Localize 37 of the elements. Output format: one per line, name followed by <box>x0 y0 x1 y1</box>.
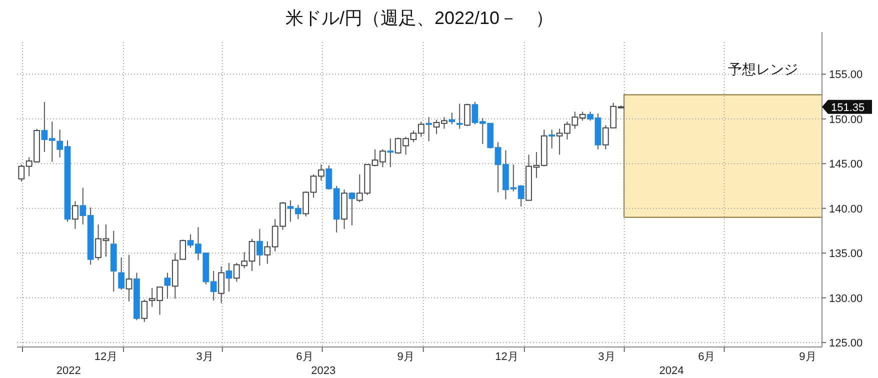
y-tick-label: 130.00 <box>829 292 863 305</box>
candlestick <box>548 129 556 149</box>
candlestick <box>72 200 78 230</box>
y-tick-label: 150.00 <box>829 114 863 126</box>
band: 予想レンジ <box>624 61 822 218</box>
x-tick-label: 3月 <box>196 351 214 363</box>
candlestick <box>141 299 148 322</box>
x2-tick-label: 2022 <box>56 365 81 377</box>
y-tick-label: 125.00 <box>829 338 863 350</box>
x-tick-label: 3月 <box>598 351 616 363</box>
candlestick <box>426 116 432 142</box>
y-tick-label: 145.00 <box>829 158 863 171</box>
y-tick-label: 155.00 <box>829 69 863 82</box>
candlestick <box>348 192 356 226</box>
x2-tick-label: 2023 <box>311 365 336 377</box>
x-tick-label: 9月 <box>799 351 816 363</box>
x-tick-label: 6月 <box>296 351 314 363</box>
x-tick-label: 12月 <box>94 351 118 363</box>
annotation: 151.35 <box>831 102 865 114</box>
y-tick-label: 135.00 <box>829 248 863 260</box>
candlestick <box>118 257 125 290</box>
candlestick <box>464 103 470 127</box>
x-tick-label: 9月 <box>397 351 414 363</box>
x-tick-label: 12月 <box>495 351 518 363</box>
candlestick <box>256 228 263 266</box>
candlestick <box>448 112 456 125</box>
x2-tick-label: 2024 <box>659 365 684 377</box>
candlestick <box>126 254 132 302</box>
candlestick <box>218 266 224 304</box>
candlestick <box>226 262 232 292</box>
chart-title: 米ドル/円（週足、2022/10－ ） <box>285 8 554 28</box>
band-label: 予想レンジ <box>728 61 798 77</box>
y-tick-label: 140.00 <box>829 203 863 216</box>
candlestick <box>164 272 171 300</box>
candlestick <box>387 138 394 168</box>
candlestick <box>456 103 463 130</box>
x-tick-label: 6月 <box>698 351 716 363</box>
